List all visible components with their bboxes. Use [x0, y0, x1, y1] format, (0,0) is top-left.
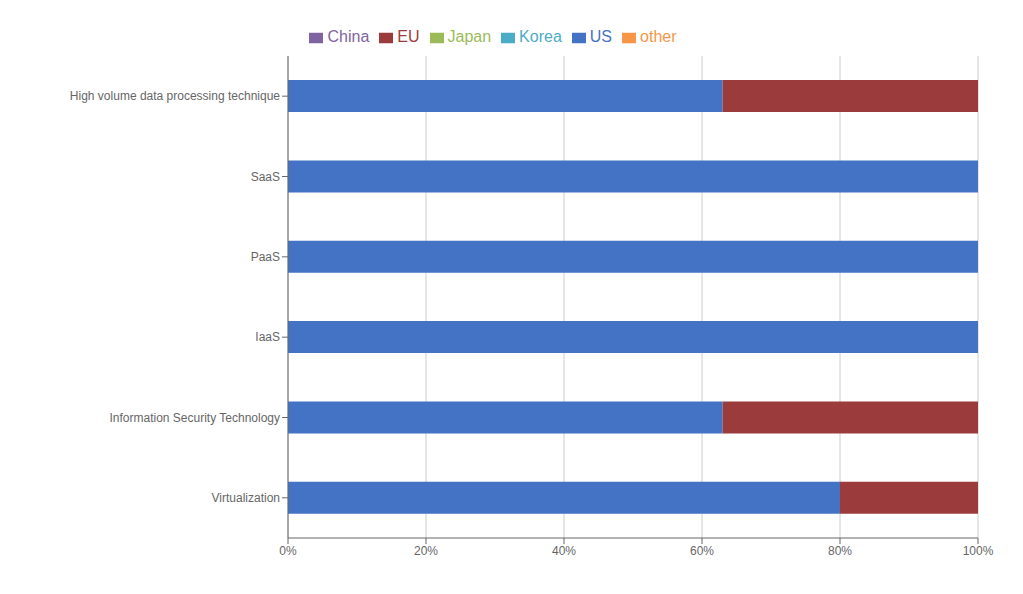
svg-text:IaaS: IaaS — [255, 330, 280, 344]
svg-text:20%: 20% — [414, 544, 438, 558]
svg-text:High volume data processing te: High volume data processing technique — [70, 89, 280, 103]
html-text:other: other — [640, 28, 677, 45]
html-text:EU: EU — [397, 28, 420, 45]
svg-text:Virtualization: Virtualization — [212, 491, 280, 505]
html-text:China: China — [327, 28, 370, 45]
html-text:US: US — [589, 28, 612, 45]
svg-text:PaaS: PaaS — [251, 250, 280, 264]
svg-text:80%: 80% — [828, 544, 852, 558]
svg-text:100%: 100% — [963, 544, 994, 558]
svg-text:60%: 60% — [690, 544, 714, 558]
svg-text:0%: 0% — [279, 544, 297, 558]
html-text:Korea: Korea — [519, 28, 562, 45]
svg-text:40%: 40% — [552, 544, 576, 558]
svg-text:SaaS: SaaS — [251, 170, 280, 184]
svg-text:Information Security Technolog: Information Security Technology — [109, 411, 280, 425]
html-text:Japan: Japan — [447, 28, 492, 45]
